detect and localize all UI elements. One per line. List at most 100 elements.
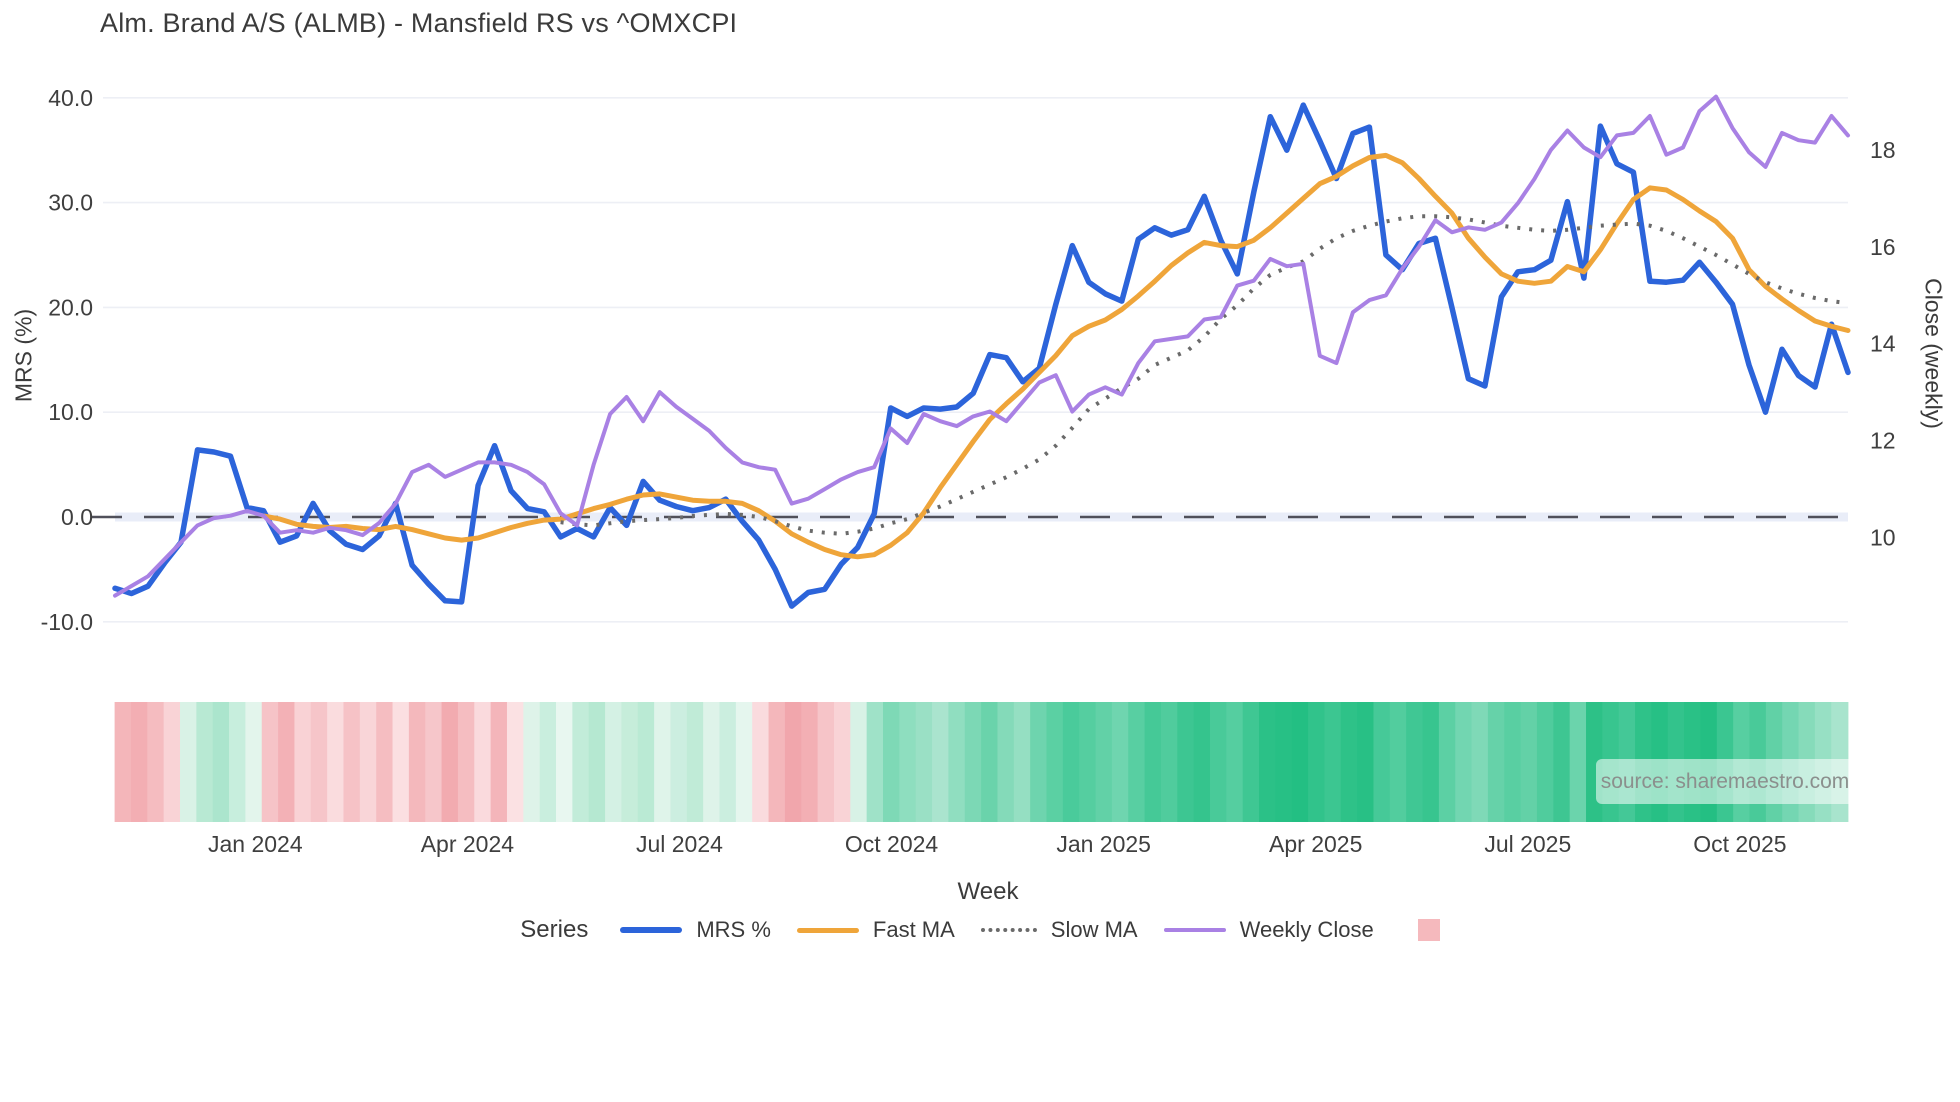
series-line-slow-ma bbox=[560, 214, 1849, 536]
heatmap-cell bbox=[490, 702, 508, 822]
heatmap-cell bbox=[229, 702, 247, 822]
heatmap-cell bbox=[539, 702, 557, 822]
heatmap-cell bbox=[506, 702, 525, 822]
heatmap-cell bbox=[572, 702, 590, 822]
heatmap-cell bbox=[1128, 702, 1146, 822]
x-tick-label: Apr 2025 bbox=[1269, 831, 1362, 857]
heatmap-cell bbox=[343, 702, 361, 822]
right-tick-label: 12 bbox=[1870, 428, 1896, 454]
series-line-weekly-close bbox=[113, 94, 1850, 598]
heatmap-cell bbox=[1569, 702, 1587, 822]
heatmap-cell bbox=[1095, 702, 1113, 822]
heatmap-cell bbox=[523, 702, 541, 822]
heatmap-cell bbox=[147, 702, 165, 822]
legend-label-mrs: MRS % bbox=[696, 917, 771, 942]
heatmap-cell bbox=[670, 702, 688, 822]
right-tick-label: 14 bbox=[1870, 331, 1896, 357]
heatmap-cell bbox=[588, 702, 606, 822]
heatmap-cell bbox=[1422, 702, 1440, 822]
heatmap-cell bbox=[457, 702, 476, 822]
x-tick-label: Apr 2024 bbox=[421, 831, 515, 857]
left-tick-label: 20.0 bbox=[48, 294, 93, 320]
heatmap-cell bbox=[1079, 702, 1097, 822]
heatmap-cell bbox=[1275, 702, 1293, 822]
series-line-fast-ma bbox=[261, 152, 1851, 560]
heatmap-cell bbox=[1536, 702, 1555, 822]
heatmap-cell bbox=[981, 702, 999, 822]
heatmap-cell bbox=[1373, 702, 1391, 822]
left-tick-label: 0.0 bbox=[61, 504, 93, 530]
fast-ma-line-swatch-icon bbox=[796, 927, 859, 933]
heatmap-cell bbox=[703, 702, 721, 822]
heatmap-cell bbox=[1030, 702, 1048, 822]
heatmap-cell bbox=[278, 702, 296, 822]
heatmap-cell bbox=[556, 702, 574, 822]
heatmap-cell bbox=[474, 702, 492, 822]
heatmap-legend-swatch-icon[interactable] bbox=[1417, 919, 1440, 941]
heatmap-cell bbox=[1046, 702, 1064, 822]
heatmap-cell bbox=[179, 702, 198, 822]
left-tick-label: 10.0 bbox=[48, 399, 93, 425]
heatmap-cell bbox=[735, 702, 754, 822]
heatmap-cell bbox=[1406, 702, 1424, 822]
heatmap-cell bbox=[408, 702, 427, 822]
x-tick-label: Jul 2024 bbox=[636, 831, 723, 857]
heatmap-cell bbox=[621, 702, 639, 822]
heatmap-cell bbox=[866, 702, 884, 822]
legend-item-weekly-close[interactable]: Weekly Close bbox=[1163, 917, 1374, 943]
heatmap-cell bbox=[752, 702, 770, 822]
x-tick-label: Oct 2024 bbox=[845, 831, 939, 857]
legend-label-slow-ma: Slow MA bbox=[1050, 917, 1138, 942]
legend: Series MRS % Fast MA Slow MA Weekly Clos… bbox=[0, 916, 1960, 944]
heatmap-cell bbox=[605, 702, 623, 822]
x-axis-title: Week bbox=[957, 878, 1019, 905]
heatmap-cell bbox=[997, 702, 1015, 822]
heatmap-cell bbox=[1291, 702, 1309, 822]
heatmap-cell bbox=[1357, 702, 1375, 822]
heatmap-cell bbox=[1226, 702, 1244, 822]
heatmap-cell bbox=[1471, 702, 1489, 822]
right-tick-label: 18 bbox=[1870, 137, 1896, 163]
heatmap-cell bbox=[883, 702, 901, 822]
heatmap-cell bbox=[817, 702, 835, 822]
heatmap-cell bbox=[915, 702, 933, 822]
heatmap-cell bbox=[212, 702, 230, 822]
heatmap-cell bbox=[654, 702, 672, 822]
left-tick-label: 40.0 bbox=[48, 85, 93, 111]
heatmap-cell bbox=[833, 702, 852, 822]
right-axis-title: Close (weekly) bbox=[1920, 278, 1947, 429]
legend-item-slow-ma[interactable]: Slow MA bbox=[980, 917, 1138, 943]
heatmap-cell bbox=[1438, 702, 1457, 822]
heatmap-cell bbox=[1308, 702, 1326, 822]
right-tick-label: 16 bbox=[1870, 234, 1896, 260]
heatmap-cell bbox=[1144, 702, 1162, 822]
heatmap-cell bbox=[294, 702, 312, 822]
heatmap-cell bbox=[114, 702, 132, 822]
heatmap-cell bbox=[768, 702, 786, 822]
heatmap-cell bbox=[163, 702, 181, 822]
heatmap-cell bbox=[327, 702, 345, 822]
heatmap-cell bbox=[1259, 702, 1277, 822]
weekly-close-line-swatch-icon bbox=[1163, 928, 1226, 932]
legend-label-fast-ma: Fast MA bbox=[872, 917, 955, 942]
heatmap-cell bbox=[1487, 702, 1506, 822]
heatmap-cell bbox=[637, 702, 655, 822]
heatmap-cell bbox=[948, 702, 966, 822]
series-line-mrs- bbox=[112, 102, 1851, 609]
legend-item-mrs[interactable]: MRS % bbox=[620, 917, 771, 943]
heatmap-cell bbox=[441, 702, 459, 822]
legend-title: Series bbox=[520, 916, 589, 943]
heatmap-cell bbox=[310, 702, 328, 822]
heatmap-cell bbox=[1324, 702, 1342, 822]
x-tick-label: Jul 2025 bbox=[1484, 831, 1571, 857]
heatmap-cell bbox=[376, 702, 394, 822]
heatmap-cell bbox=[932, 702, 950, 822]
x-tick-label: Jan 2025 bbox=[1056, 831, 1151, 857]
heatmap-cell bbox=[196, 702, 214, 822]
heatmap-cell bbox=[1520, 702, 1538, 822]
legend-item-fast-ma[interactable]: Fast MA bbox=[796, 917, 955, 943]
heatmap-cell bbox=[245, 702, 263, 822]
heatmap-cell bbox=[850, 702, 868, 822]
heatmap-cell bbox=[1177, 702, 1195, 822]
